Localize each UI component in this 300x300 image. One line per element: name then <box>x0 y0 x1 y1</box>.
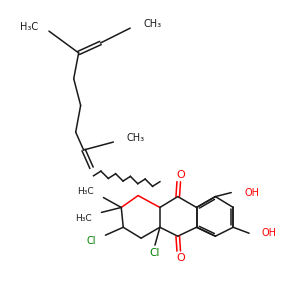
Text: O: O <box>176 253 185 263</box>
Text: OH: OH <box>262 228 277 238</box>
Text: H₃C: H₃C <box>75 214 92 223</box>
Text: H₃C: H₃C <box>77 187 94 196</box>
Text: CH₃: CH₃ <box>143 19 161 29</box>
Text: O: O <box>176 170 185 180</box>
Text: Cl: Cl <box>87 236 97 246</box>
Text: Cl: Cl <box>150 248 160 258</box>
Text: CH₃: CH₃ <box>126 133 144 143</box>
Text: OH: OH <box>244 188 259 198</box>
Text: H₃C: H₃C <box>20 22 38 32</box>
